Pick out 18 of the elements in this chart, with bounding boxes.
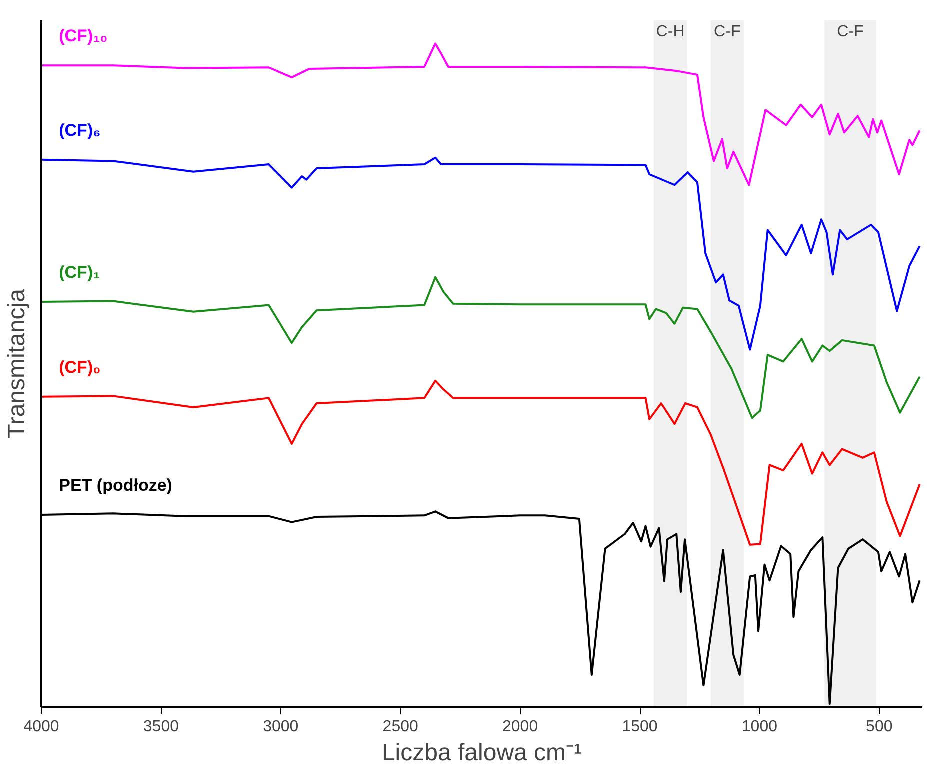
- x-tick-label: 500: [866, 718, 893, 736]
- x-tick-label: 2500: [382, 718, 418, 736]
- series-label: (CF)₁: [59, 263, 100, 282]
- x-tick-label: 3500: [143, 718, 180, 736]
- x-tick-label: 3000: [263, 718, 299, 736]
- x-tick-label: 4000: [24, 718, 60, 736]
- series-label: (CF)₁₀: [59, 26, 108, 46]
- series-label: PET (podłoze): [59, 476, 172, 496]
- x-tick-label: 1000: [742, 718, 778, 736]
- band-label: C-H: [656, 23, 685, 40]
- series-label: (CF)₀: [59, 358, 101, 377]
- band-label: C-F: [714, 23, 741, 40]
- band-label: C-F: [837, 23, 864, 40]
- series-label: (CF)₆: [59, 120, 101, 140]
- y-axis-title: Transmitancja: [4, 288, 30, 439]
- x-axis-title: Liczba falowa cm⁻¹: [382, 740, 582, 766]
- x-tick-label: 2000: [502, 718, 538, 736]
- x-tick-label: 1500: [622, 718, 658, 736]
